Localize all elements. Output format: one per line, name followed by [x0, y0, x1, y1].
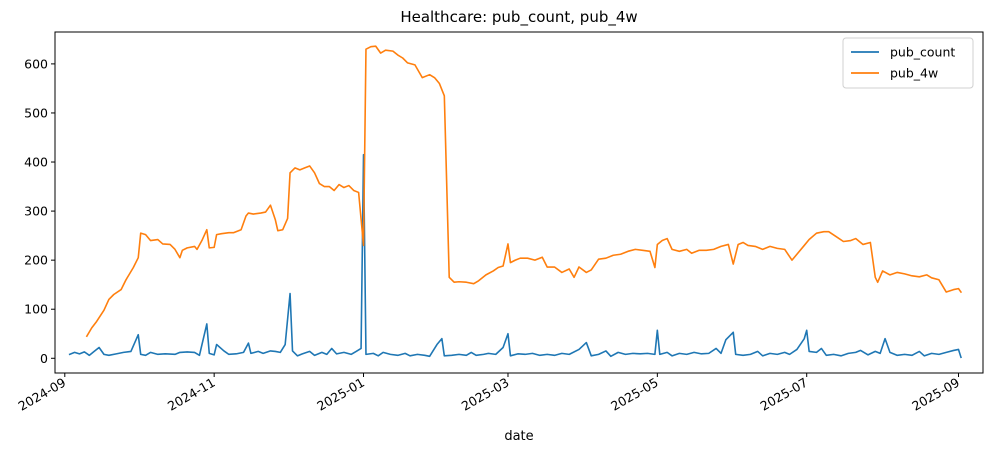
y-tick-label: 400 [24, 155, 48, 170]
legend: pub_count pub_4w [842, 37, 974, 89]
y-tick-label: 600 [24, 56, 48, 71]
y-tick-label: 300 [24, 204, 48, 219]
series-line-pub-4w [85, 45, 963, 338]
legend-label-pub-count: pub_count [890, 45, 955, 60]
x-axis-label: date [504, 429, 533, 444]
y-tick-label: 500 [24, 105, 48, 120]
axes-frame [54, 31, 984, 374]
chart-title: Healthcare: pub_count, pub_4w [400, 8, 637, 27]
y-tick-label: 200 [24, 253, 48, 268]
legend-box [842, 37, 974, 89]
y-tick-label: 0 [40, 351, 48, 366]
legend-label-pub-4w: pub_4w [890, 66, 938, 81]
series-layer [68, 45, 963, 359]
y-tick-label: 100 [24, 302, 48, 317]
series-line-pub-count [68, 153, 962, 359]
y-axis: 0 100 200 300 400 500 600 [24, 56, 55, 366]
